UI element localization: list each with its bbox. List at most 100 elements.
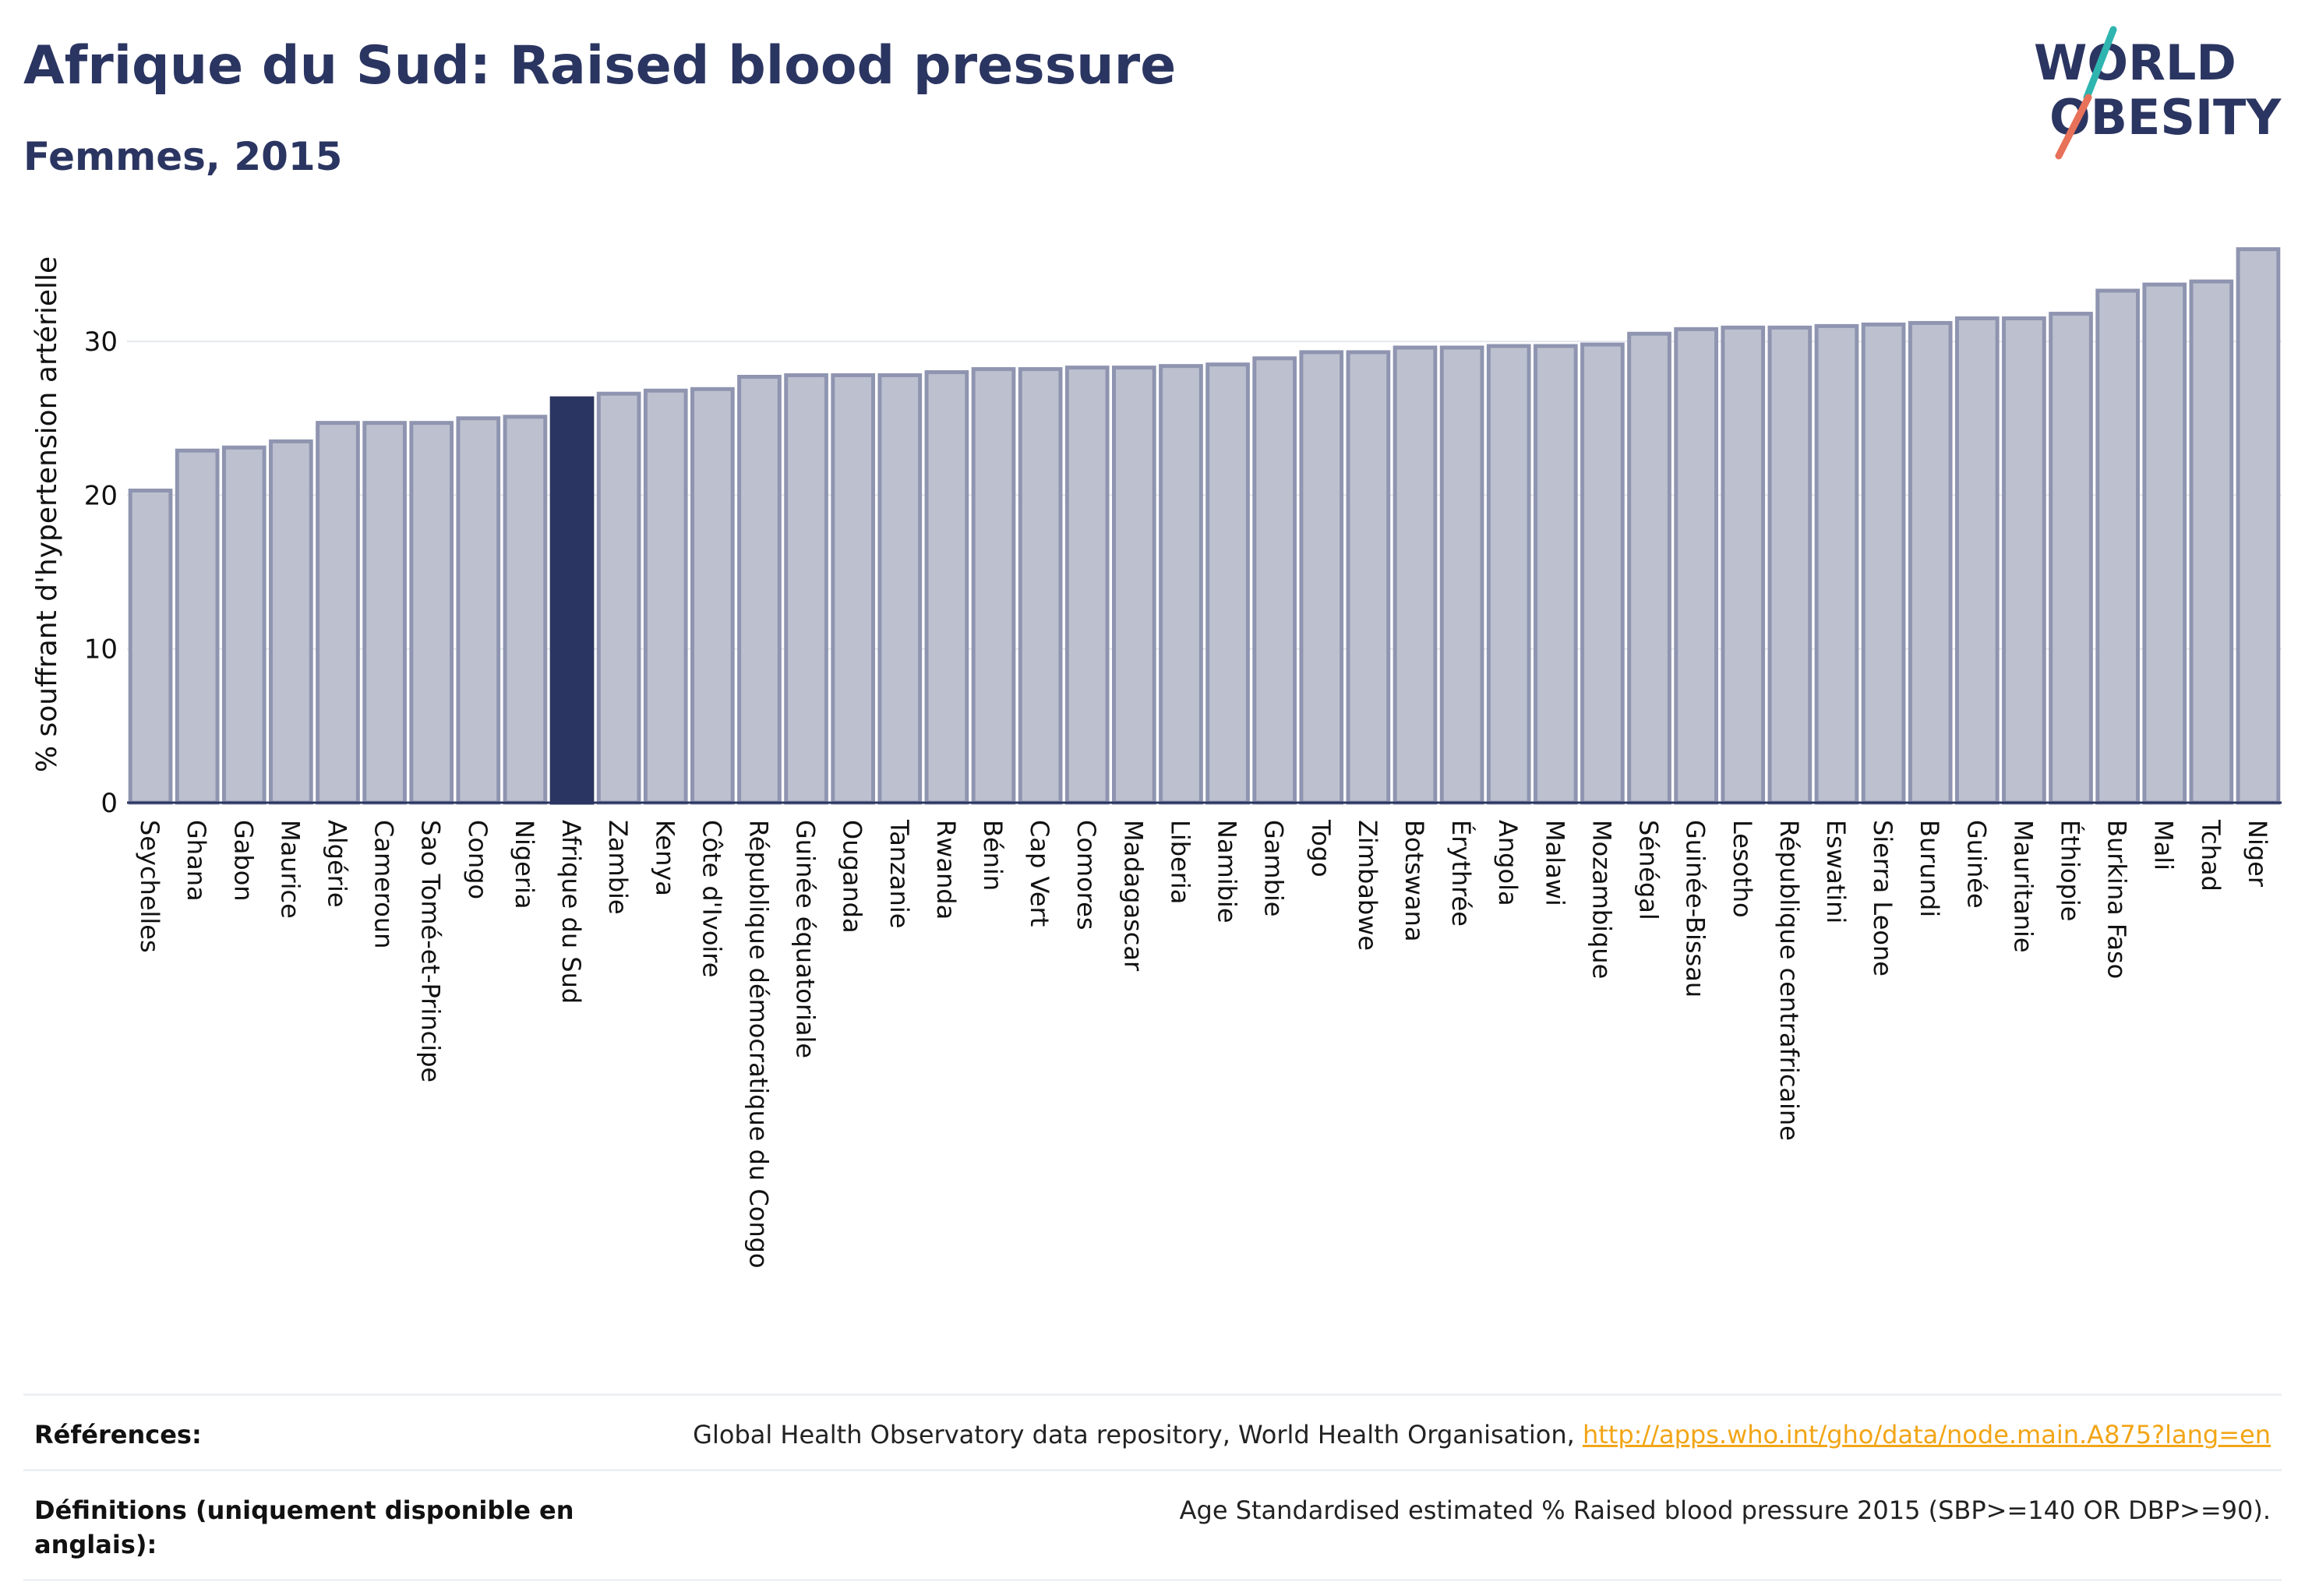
x-tick-label: Gambie [1259,820,1289,916]
bar [1252,356,1297,805]
bar [1393,345,1438,805]
bar [1439,345,1484,805]
bar [269,439,313,805]
references-link[interactable]: http://apps.who.int/gho/data/node.main.A… [1582,1420,2271,1449]
bar [221,445,267,805]
x-tick-label: Guinée-Bissau [1681,820,1710,998]
x-tick-label: Tchad [2196,819,2226,892]
x-tick-label: Liberia [1165,820,1195,904]
bar [1674,327,1718,805]
definitions-value: Age Standardised estimated % Raised bloo… [1179,1495,2271,1525]
x-tick-label: Burkina Faso [2102,820,2132,979]
bar [362,421,407,805]
bar [1721,325,1766,805]
x-tick-label: Madagascar [1118,820,1148,972]
bar [2095,288,2140,805]
bar [1533,344,1578,805]
bar [2189,279,2234,805]
bar [924,370,969,805]
bar-chart: 0 10 20 30 Seychelles Ghana Gabon Maurice Algéri… [31,247,2282,1268]
x-tick-label: Kenya [650,820,679,896]
x-tick-label: Éthiopie [2056,820,2085,921]
bar [1954,316,2000,805]
x-tick-label: Guinée [1961,820,1991,909]
logo-word-world: WORLD [2034,34,2236,91]
x-tick-label: Burundi [1915,820,1944,917]
footer-table: Références: Global Health Observatory da… [23,1393,2282,1581]
y-axis-label: % souffrant d'hypertension artérielle [31,256,63,772]
bar [1486,344,1531,805]
bar [175,448,220,805]
bar [1018,367,1063,805]
references-row: Références: Global Health Observatory da… [23,1393,2282,1469]
bar [503,415,548,805]
bar [1205,362,1250,805]
bar [316,421,360,805]
x-tick-label: Angola [1493,820,1523,906]
bar [1767,325,1813,805]
bar [1064,365,1110,805]
bar [2142,282,2187,805]
x-tick-label: Nigeria [510,820,539,909]
references-label: Références: [34,1420,202,1449]
logo-slash-teal [2083,26,2117,101]
x-tick-label: Lesotho [1728,820,1757,918]
x-tick-label: République démocratique du Congo [743,820,773,1268]
x-tick-label: Zimbabwe [1353,820,1382,951]
bar [1111,365,1156,805]
x-tick-label: Togo [1306,819,1336,877]
y-tick-label: 0 [101,788,118,819]
x-tick-label: Mauritanie [2008,820,2038,953]
world-obesity-logo: WORLD OBESITY [2034,26,2282,160]
x-tick-label: Seychelles [135,820,164,953]
bars [128,247,2281,805]
bar [1814,323,1859,805]
x-tick-label: Malawi [1540,820,1569,906]
bar [409,421,454,805]
x-tick-label: Afrique du Sud [556,820,586,1004]
x-tick-label: Ghana [182,820,211,902]
x-tick-label: Mali [2149,820,2179,870]
x-tick-label: Comores [1071,820,1101,930]
x-tick-label: Côte d'Ivoire [697,820,726,977]
axes: 0 10 20 30 Seychelles Ghana Gabon Maurice Algéri… [84,327,2282,1268]
bar [737,374,782,805]
references-value: Global Health Observatory data repositor… [693,1418,2271,1452]
bar [643,388,688,805]
x-tick-label: Maurice [275,820,305,919]
bar [971,367,1016,805]
x-tick-label: Cameroun [369,820,399,948]
bar [1627,331,1671,805]
bar [128,488,173,805]
bar [1159,364,1203,805]
bar [456,416,501,805]
page-subtitle: Femmes, 2015 [23,134,343,179]
bar [1346,350,1391,805]
logo-slash-coral [2055,94,2092,160]
bar [1861,322,1906,805]
x-tick-label: Algérie [322,820,351,908]
definitions-row: Définitions (uniquement disponible en an… [23,1469,2282,1581]
x-tick-label: Bénin [978,820,1008,891]
x-tick-label: Érythrée [1446,820,1476,927]
x-tick-label: Gabon [228,820,258,902]
page-title: Afrique du Sud: Raised blood pressure [23,35,1177,97]
references-text: Global Health Observatory data repositor… [693,1420,1583,1449]
bar [2236,247,2281,805]
x-tick-label: Sénégal [1634,820,1664,920]
definitions-label: Définitions (uniquement disponible en an… [34,1495,574,1559]
bar [690,387,735,805]
x-tick-label: Congo [463,820,492,899]
x-tick-label: Sao Tomé-et-Principe [416,820,446,1082]
x-tick-label: Sierra Leone [1868,820,1897,976]
x-tick-label: Mozambique [1587,820,1616,979]
x-tick-label: Namibie [1213,820,1242,923]
bar [784,373,828,805]
x-tick-label: Niger [2243,820,2272,888]
x-tick-label: Zambie [603,820,633,915]
x-tick-label: Ouganda [838,820,867,934]
bar [2049,312,2093,805]
bar [2002,316,2046,805]
x-tick-label: Botswana [1400,820,1429,941]
bar [831,373,876,805]
